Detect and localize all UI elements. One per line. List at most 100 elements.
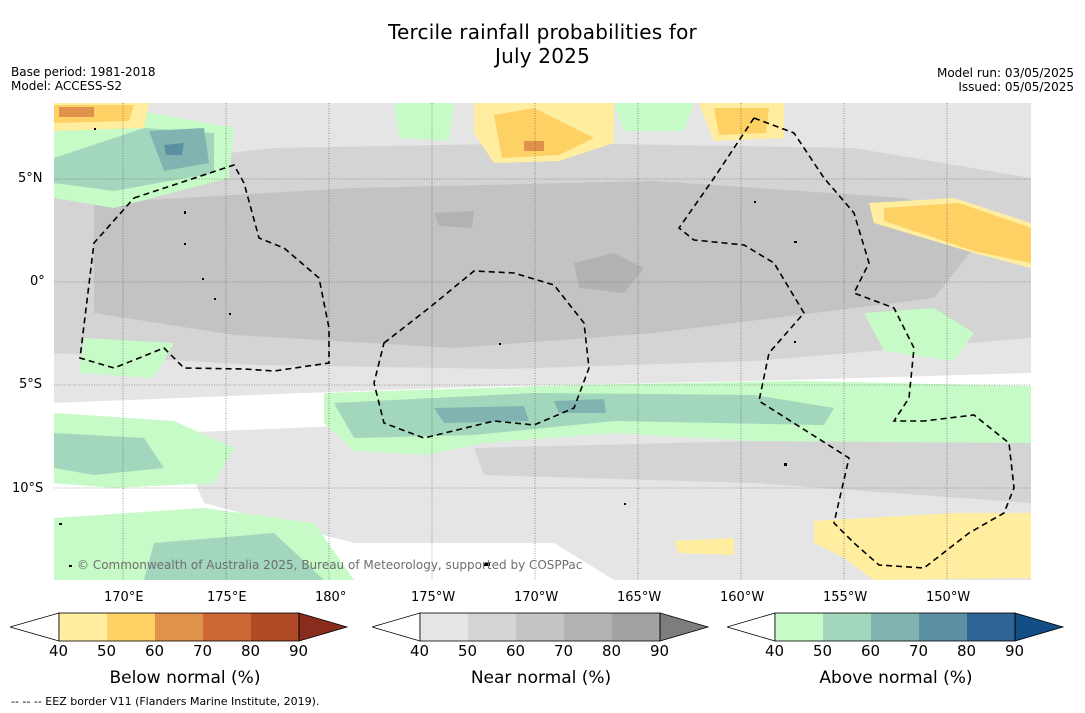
below-normal-nc-60 <box>524 141 544 151</box>
issued-date: Issued: 05/05/2025 <box>958 80 1074 94</box>
above-tick-40: 40 <box>765 642 785 660</box>
near-tick-90: 90 <box>650 642 670 660</box>
lon-label-150w: 150°W <box>926 590 971 605</box>
lon-label-175e: 175°E <box>207 590 247 605</box>
colorbar-below-lower <box>10 612 60 642</box>
below-normal-east-50 <box>884 203 1031 263</box>
near-normal-70-region-2 <box>434 211 474 228</box>
near-normal-70-region <box>574 253 644 293</box>
above-normal-70-band-a <box>434 406 529 423</box>
colorbar-below <box>10 612 349 642</box>
colorbar-near-swatch-3 <box>516 613 564 641</box>
above-normal-west-south-60 <box>54 433 164 475</box>
eez-line-islands-2 <box>677 117 1015 569</box>
above-normal-70-band-b <box>554 399 606 413</box>
colorbar-near-swatch-4 <box>564 613 612 641</box>
colorbar-below-swatch-2 <box>107 613 155 641</box>
lon-label-180: 180° <box>315 590 347 605</box>
below-tick-80: 80 <box>241 642 261 660</box>
lat-label-0: 0° <box>30 274 45 289</box>
colorbar-above-lower <box>727 612 776 642</box>
below-tick-60: 60 <box>145 642 165 660</box>
model-run: Model run: 03/05/2025 <box>936 66 1074 80</box>
below-tick-50: 50 <box>97 642 117 660</box>
near-tick-40: 40 <box>410 642 430 660</box>
below-normal-se-40 <box>814 513 1031 580</box>
colorbar-near-upper <box>660 613 708 641</box>
graticule <box>54 103 1031 580</box>
below-normal-nc-50 <box>494 108 594 158</box>
above-normal-60-band <box>334 393 834 438</box>
above-normal-east-patch <box>864 308 974 361</box>
near-normal-60-region <box>94 181 994 348</box>
near-normal-50-region-south <box>474 441 1031 503</box>
above-normal-west-bottom-60 <box>144 533 324 580</box>
map-title: Tercile rainfall probabilities for July … <box>0 20 1085 68</box>
above-normal-north-patch <box>394 103 454 141</box>
above-tick-50: 50 <box>813 642 833 660</box>
above-tick-60: 60 <box>861 642 881 660</box>
lon-label-160w: 160°W <box>720 590 765 605</box>
eez-kiribati-gilberts <box>79 164 330 372</box>
below-normal-ne-50 <box>714 108 769 135</box>
below-tick-90: 90 <box>289 642 309 660</box>
near-tick-70: 70 <box>554 642 574 660</box>
near-tick-50: 50 <box>458 642 478 660</box>
near-tick-60: 60 <box>506 642 526 660</box>
title-line-2: July 2025 <box>494 44 591 68</box>
meta-left: Base period: 1981-2018 Model: ACCESS-S2 <box>11 65 156 93</box>
colorbar-above-upper <box>1015 613 1063 641</box>
eez-borders <box>79 117 1015 569</box>
colorbar-above-swatch-5 <box>967 613 1015 641</box>
islands <box>59 128 797 567</box>
above-tick-90: 90 <box>1005 642 1025 660</box>
colorbar-above <box>727 612 1065 642</box>
above-normal-sw-left <box>79 338 174 378</box>
above-tick-80: 80 <box>957 642 977 660</box>
map-canvas <box>54 103 1031 580</box>
above-normal-east-patch-2 <box>934 403 1031 433</box>
colorbar-above-swatch-4 <box>919 613 967 641</box>
map-panel <box>54 103 1031 580</box>
lon-label-170w: 170°W <box>514 590 559 605</box>
below-normal-nw-60 <box>59 107 94 117</box>
colorbar-near-swatch-1 <box>420 613 468 641</box>
colorbar-near <box>372 612 710 642</box>
colorbar-above-swatch-3 <box>871 613 919 641</box>
colorbar-near-swatch-5 <box>612 613 660 641</box>
lon-label-165w: 165°W <box>617 590 662 605</box>
model-name: Model: ACCESS-S2 <box>11 79 123 93</box>
colorbar-near-swatch-2 <box>468 613 516 641</box>
above-normal-label: Above normal (%) <box>819 668 973 688</box>
colorbar-below-swatch-5 <box>251 613 299 641</box>
below-normal-se-40-b <box>674 538 734 555</box>
colorbar-below-upper <box>299 613 347 641</box>
colorbar-below-swatch-4 <box>203 613 251 641</box>
lon-label-155w: 155°W <box>823 590 868 605</box>
above-tick-70: 70 <box>909 642 929 660</box>
base-period: Base period: 1981-2018 <box>11 65 156 79</box>
meta-right: Model run: 03/05/2025 Issued: 05/05/2025 <box>937 66 1074 94</box>
colorbar-below-swatch-1 <box>59 613 107 641</box>
near-tick-80: 80 <box>602 642 622 660</box>
colorbar-above-swatch-2 <box>823 613 871 641</box>
title-line-1: Tercile rainfall probabilities for <box>388 20 697 44</box>
lat-label-5n: 5°N <box>18 171 43 186</box>
lon-label-175w: 175°W <box>411 590 456 605</box>
lat-label-5s: 5°S <box>19 377 43 392</box>
eez-line-islands <box>753 117 924 422</box>
colorbar-below-swatch-3 <box>155 613 203 641</box>
above-normal-nw-80 <box>164 143 184 155</box>
below-normal-label: Below normal (%) <box>109 668 261 688</box>
near-normal-label: Near normal (%) <box>470 668 612 688</box>
below-tick-70: 70 <box>193 642 213 660</box>
copyright-notice: © Commonwealth of Australia 2025, Bureau… <box>77 558 583 572</box>
eez-footnote: -- -- -- EEZ border V11 (Flanders Marine… <box>11 695 320 708</box>
lon-label-170e: 170°E <box>104 590 144 605</box>
lat-label-10s: 10°S <box>12 481 44 496</box>
eez-phoenix <box>373 270 590 439</box>
colorbar-near-lower <box>372 612 421 642</box>
colorbar-above-swatch-1 <box>775 613 823 641</box>
below-tick-40: 40 <box>49 642 69 660</box>
above-normal-north-patch-2 <box>614 103 694 131</box>
